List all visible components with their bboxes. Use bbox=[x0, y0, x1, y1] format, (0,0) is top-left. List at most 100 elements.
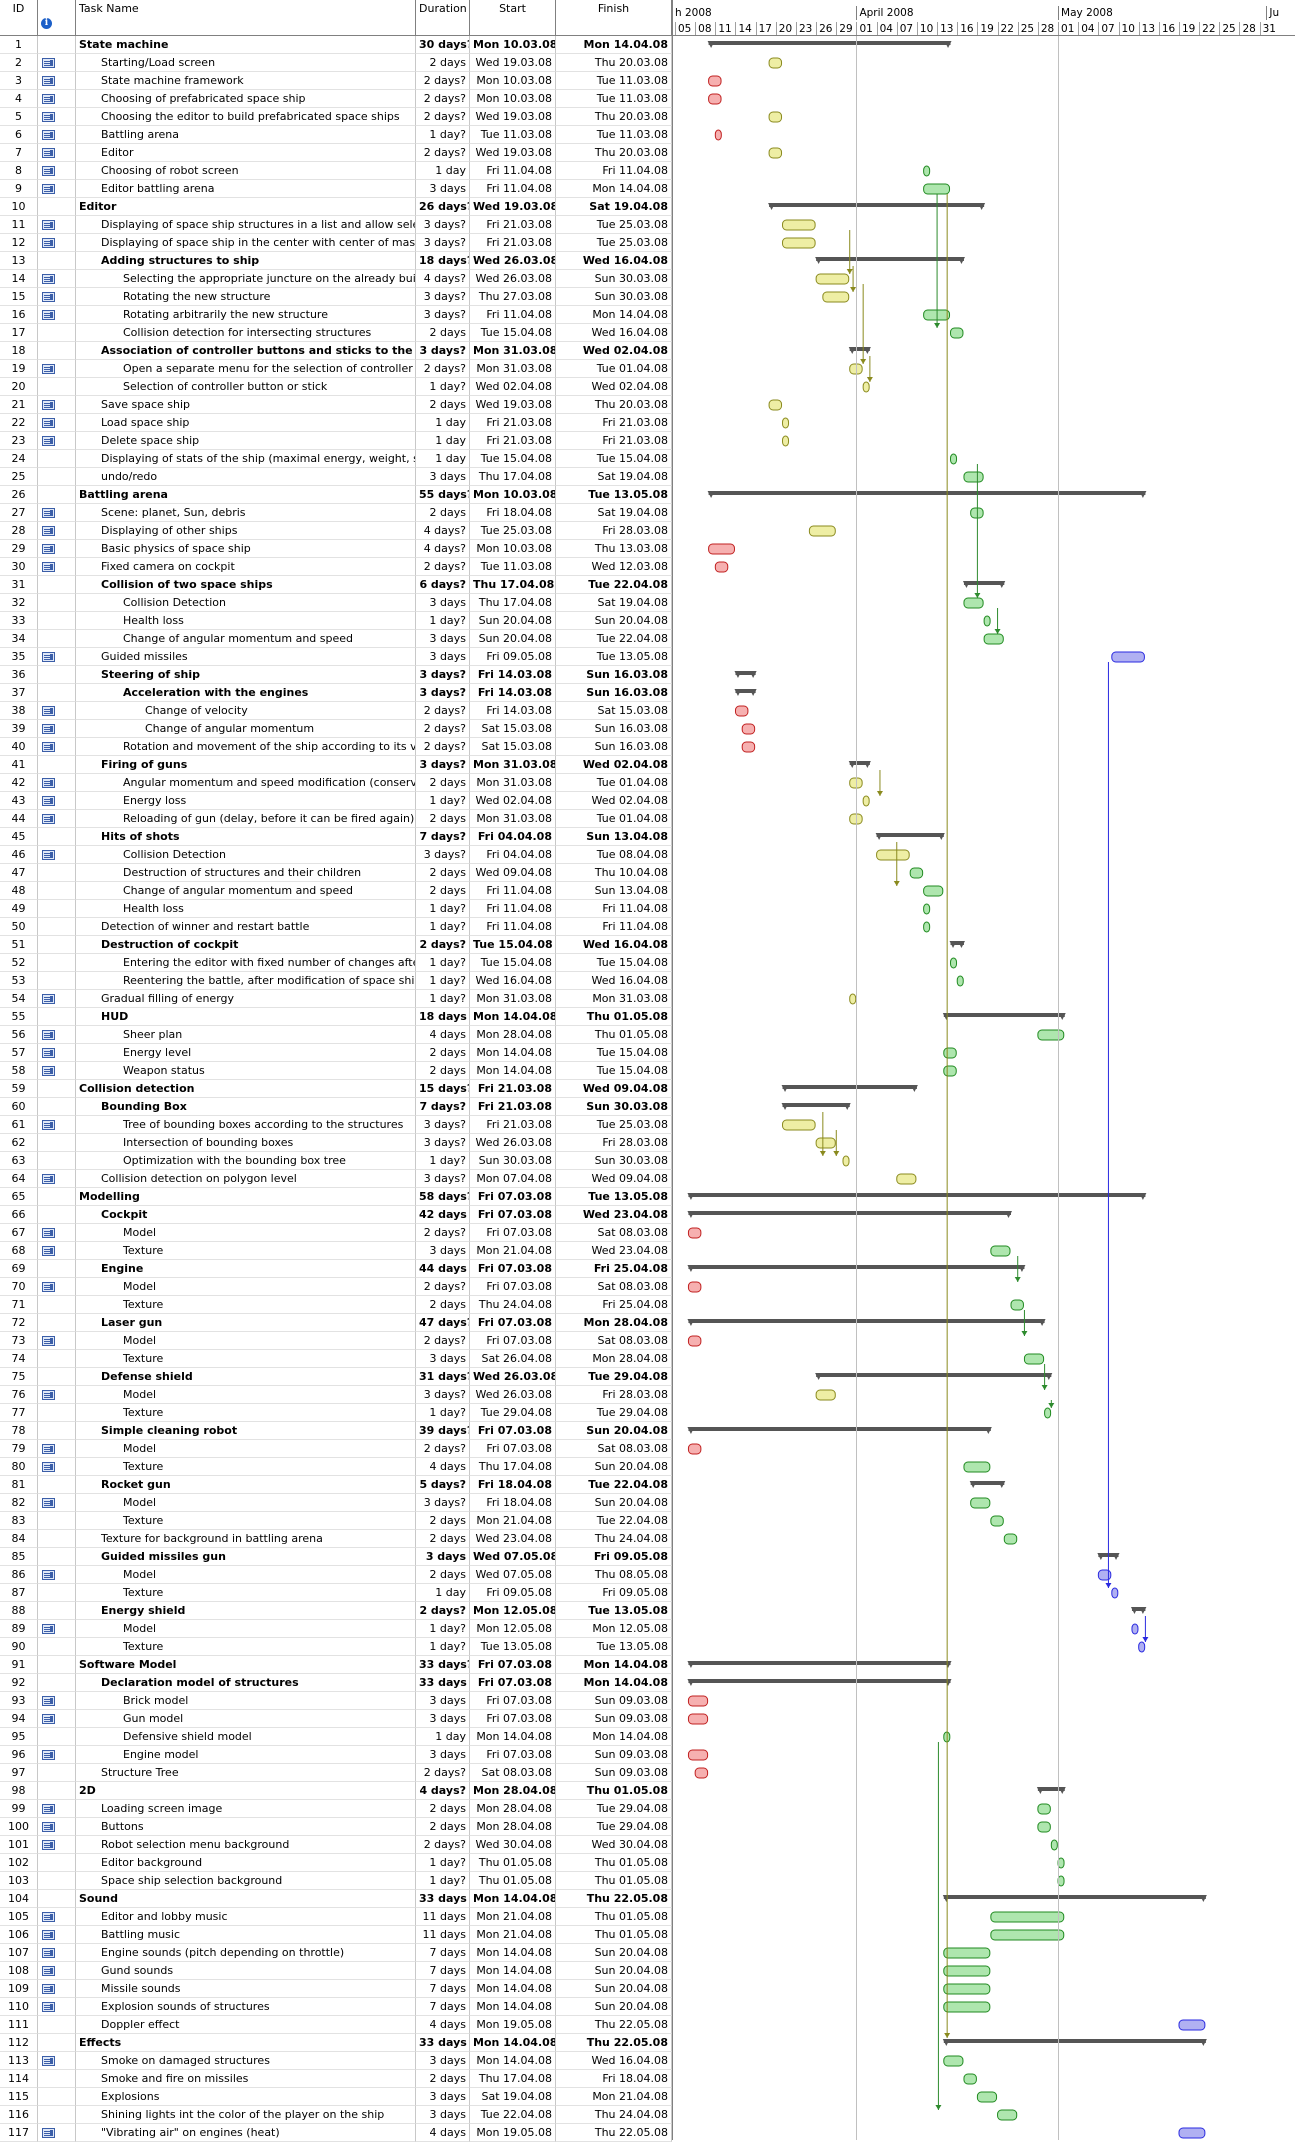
notes-icon[interactable] bbox=[42, 1912, 55, 1922]
notes-icon[interactable] bbox=[42, 1228, 55, 1238]
notes-icon[interactable] bbox=[42, 238, 55, 248]
notes-icon[interactable] bbox=[42, 1750, 55, 1760]
table-row[interactable]: 16 Rotating arbitrarily the new structure… bbox=[0, 306, 672, 324]
table-row[interactable]: 47 Destruction of structures and their ch… bbox=[0, 864, 672, 882]
notes-icon[interactable] bbox=[42, 436, 55, 446]
table-row[interactable]: 89 Model 1 day? Mon 12.05.08 Mon 12.05.08 bbox=[0, 1620, 672, 1638]
table-row[interactable]: 10 Editor 26 days? Wed 19.03.08 Sat 19.04.08 bbox=[0, 198, 672, 216]
table-row[interactable]: 9 Editor battling arena 3 days Fri 11.04.08… bbox=[0, 180, 672, 198]
table-row[interactable]: 14 Selecting the appropriate juncture on … bbox=[0, 270, 672, 288]
table-row[interactable]: 41 Firing of guns 3 days? Mon 31.03.08 Wed 0… bbox=[0, 756, 672, 774]
table-row[interactable]: 110 Explosion sounds of structures 7 days M… bbox=[0, 1998, 672, 2016]
table-row[interactable]: 6 Battling arena 1 day? Tue 11.03.08 Tue 11.… bbox=[0, 126, 672, 144]
table-row[interactable]: 111 Doppler effect 4 days Mon 19.05.08 Thu 2… bbox=[0, 2016, 672, 2034]
table-row[interactable]: 27 Scene: planet, Sun, debris 2 days Fri 18… bbox=[0, 504, 672, 522]
table-row[interactable]: 48 Change of angular momentum and speed 2 … bbox=[0, 882, 672, 900]
table-row[interactable]: 18 Association of controller buttons and … bbox=[0, 342, 672, 360]
table-row[interactable]: 112 Effects 33 days Mon 14.04.08 Thu 22.05.0… bbox=[0, 2034, 672, 2052]
notes-icon[interactable] bbox=[42, 166, 55, 176]
table-row[interactable]: 56 Sheer plan 4 days Mon 28.04.08 Thu 01.05.… bbox=[0, 1026, 672, 1044]
table-row[interactable]: 99 Loading screen image 2 days Mon 28.04.08… bbox=[0, 1800, 672, 1818]
notes-icon[interactable] bbox=[42, 2128, 55, 2138]
table-row[interactable]: 25 undo/redo 3 days Thu 17.04.08 Sat 19.04.0… bbox=[0, 468, 672, 486]
notes-icon[interactable] bbox=[42, 1048, 55, 1058]
table-row[interactable]: 98 2D 4 days? Mon 28.04.08 Thu 01.05.08 bbox=[0, 1782, 672, 1800]
notes-icon[interactable] bbox=[42, 1804, 55, 1814]
table-row[interactable]: 45 Hits of shots 7 days? Fri 04.04.08 Sun 13… bbox=[0, 828, 672, 846]
header-duration[interactable]: Duration bbox=[416, 0, 470, 36]
notes-icon[interactable] bbox=[42, 364, 55, 374]
table-row[interactable]: 54 Gradual filling of energy 1 day? Mon 31.… bbox=[0, 990, 672, 1008]
table-row[interactable]: 55 HUD 18 days Mon 14.04.08 Thu 01.05.08 bbox=[0, 1008, 672, 1026]
table-row[interactable]: 57 Energy level 2 days Mon 14.04.08 Tue 15.0… bbox=[0, 1044, 672, 1062]
table-row[interactable]: 1 State machine 30 days? Mon 10.03.08 Mon 14… bbox=[0, 36, 672, 54]
notes-icon[interactable] bbox=[42, 1822, 55, 1832]
table-row[interactable]: 71 Texture 2 days Thu 24.04.08 Fri 25.04.08 bbox=[0, 1296, 672, 1314]
notes-icon[interactable] bbox=[42, 112, 55, 122]
table-row[interactable]: 11 Displaying of space ship structures in… bbox=[0, 216, 672, 234]
table-row[interactable]: 90 Texture 1 day? Tue 13.05.08 Tue 13.05.08 bbox=[0, 1638, 672, 1656]
table-row[interactable]: 62 Intersection of bounding boxes 3 days? W… bbox=[0, 1134, 672, 1152]
notes-icon[interactable] bbox=[42, 1066, 55, 1076]
table-row[interactable]: 39 Change of angular momentum 2 days? Sat 1… bbox=[0, 720, 672, 738]
table-row[interactable]: 4 Choosing of prefabricated space ship 2 d… bbox=[0, 90, 672, 108]
table-row[interactable]: 113 Smoke on damaged structures 3 days Mon … bbox=[0, 2052, 672, 2070]
notes-icon[interactable] bbox=[42, 1120, 55, 1130]
notes-icon[interactable] bbox=[42, 1948, 55, 1958]
table-row[interactable]: 36 Steering of ship 3 days? Fri 14.03.08 Sun… bbox=[0, 666, 672, 684]
table-row[interactable]: 17 Collision detection for intersecting s… bbox=[0, 324, 672, 342]
notes-icon[interactable] bbox=[42, 652, 55, 662]
notes-icon[interactable] bbox=[42, 742, 55, 752]
table-row[interactable]: 28 Displaying of other ships 4 days? Tue 25… bbox=[0, 522, 672, 540]
notes-icon[interactable] bbox=[42, 274, 55, 284]
table-row[interactable]: 109 Missile sounds 7 days Mon 14.04.08 Sun 2… bbox=[0, 1980, 672, 1998]
table-row[interactable]: 40 Rotation and movement of the ship acco… bbox=[0, 738, 672, 756]
table-row[interactable]: 95 Defensive shield model 1 day Mon 14.04.0… bbox=[0, 1728, 672, 1746]
table-row[interactable]: 7 Editor 2 days? Wed 19.03.08 Thu 20.03.08 bbox=[0, 144, 672, 162]
table-row[interactable]: 91 Software Model 33 days? Fri 07.03.08 Mon … bbox=[0, 1656, 672, 1674]
notes-icon[interactable] bbox=[42, 814, 55, 824]
notes-icon[interactable] bbox=[42, 1462, 55, 1472]
notes-icon[interactable] bbox=[42, 1282, 55, 1292]
table-row[interactable]: 32 Collision Detection 3 days Thu 17.04.08 S… bbox=[0, 594, 672, 612]
table-row[interactable]: 102 Editor background 1 day? Thu 01.05.08 Th… bbox=[0, 1854, 672, 1872]
notes-icon[interactable] bbox=[42, 1624, 55, 1634]
table-row[interactable]: 87 Texture 1 day Fri 09.05.08 Fri 09.05.08 bbox=[0, 1584, 672, 1602]
table-row[interactable]: 70 Model 2 days? Fri 07.03.08 Sat 08.03.08 bbox=[0, 1278, 672, 1296]
table-row[interactable]: 23 Delete space ship 1 day Fri 21.03.08 Fri … bbox=[0, 432, 672, 450]
notes-icon[interactable] bbox=[42, 148, 55, 158]
table-row[interactable]: 61 Tree of bounding boxes according to th… bbox=[0, 1116, 672, 1134]
header-start[interactable]: Start bbox=[470, 0, 556, 36]
notes-icon[interactable] bbox=[42, 1246, 55, 1256]
table-row[interactable]: 83 Texture 2 days Mon 21.04.08 Tue 22.04.08 bbox=[0, 1512, 672, 1530]
notes-icon[interactable] bbox=[42, 1444, 55, 1454]
table-row[interactable]: 8 Choosing of robot screen 1 day Fri 11.04.… bbox=[0, 162, 672, 180]
table-row[interactable]: 22 Load space ship 1 day Fri 21.03.08 Fri 21… bbox=[0, 414, 672, 432]
table-row[interactable]: 24 Displaying of stats of the ship (maxim… bbox=[0, 450, 672, 468]
notes-icon[interactable] bbox=[42, 184, 55, 194]
table-row[interactable]: 35 Guided missiles 3 days Fri 09.05.08 Tue 1… bbox=[0, 648, 672, 666]
notes-icon[interactable] bbox=[42, 724, 55, 734]
table-row[interactable]: 76 Model 3 days? Wed 26.03.08 Fri 28.03.08 bbox=[0, 1386, 672, 1404]
table-row[interactable]: 2 Starting/Load screen 2 days Wed 19.03.08 T… bbox=[0, 54, 672, 72]
table-row[interactable]: 34 Change of angular momentum and speed 3 … bbox=[0, 630, 672, 648]
table-row[interactable]: 43 Energy loss 1 day? Wed 02.04.08 Wed 02.04… bbox=[0, 792, 672, 810]
table-row[interactable]: 96 Engine model 3 days Fri 07.03.08 Sun 09.0… bbox=[0, 1746, 672, 1764]
table-row[interactable]: 69 Engine 44 days Fri 07.03.08 Fri 25.04.08 bbox=[0, 1260, 672, 1278]
notes-icon[interactable] bbox=[42, 292, 55, 302]
table-row[interactable]: 115 Explosions 3 days Sat 19.04.08 Mon 21.04… bbox=[0, 2088, 672, 2106]
table-row[interactable]: 29 Basic physics of space ship 4 days? Mon … bbox=[0, 540, 672, 558]
table-row[interactable]: 5 Choosing the editor to build prefabrica… bbox=[0, 108, 672, 126]
notes-icon[interactable] bbox=[42, 1696, 55, 1706]
notes-icon[interactable] bbox=[42, 310, 55, 320]
table-row[interactable]: 114 Smoke and fire on missiles 2 days Thu 1… bbox=[0, 2070, 672, 2088]
table-row[interactable]: 101 Robot selection menu background 2 days… bbox=[0, 1836, 672, 1854]
table-row[interactable]: 21 Save space ship 2 days Wed 19.03.08 Thu 2… bbox=[0, 396, 672, 414]
notes-icon[interactable] bbox=[42, 1174, 55, 1184]
table-row[interactable]: 42 Angular momentum and speed modificatio… bbox=[0, 774, 672, 792]
notes-icon[interactable] bbox=[42, 1930, 55, 1940]
notes-icon[interactable] bbox=[42, 778, 55, 788]
table-row[interactable]: 105 Editor and lobby music 11 days Mon 21.0… bbox=[0, 1908, 672, 1926]
table-row[interactable]: 63 Optimization with the bounding box tre… bbox=[0, 1152, 672, 1170]
notes-icon[interactable] bbox=[42, 418, 55, 428]
